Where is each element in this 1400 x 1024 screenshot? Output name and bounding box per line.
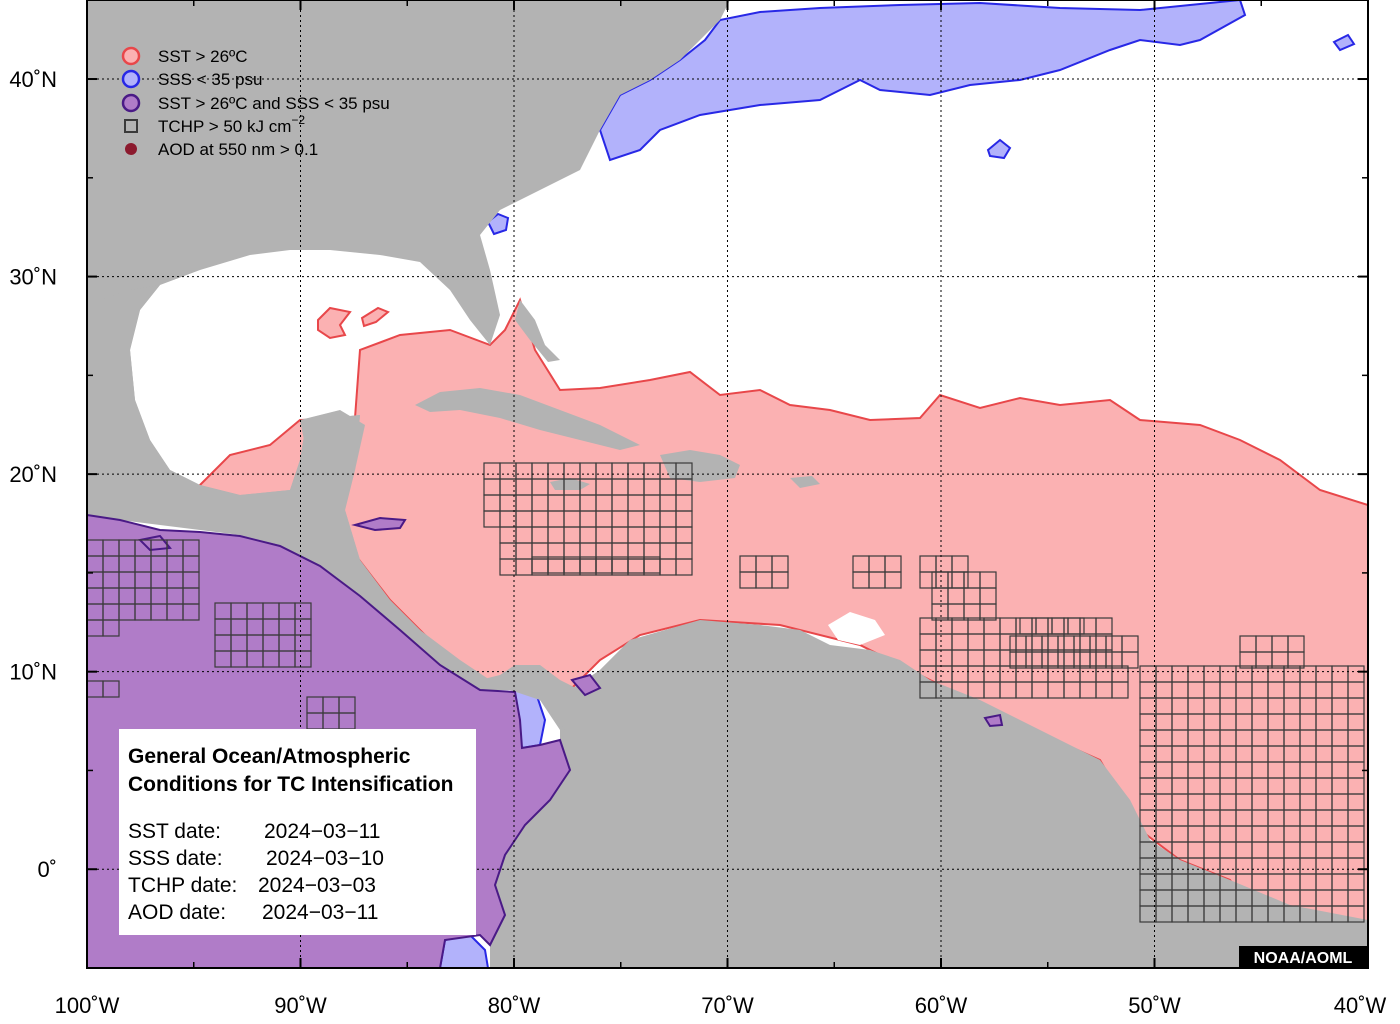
land-hispaniola: [660, 450, 740, 482]
land-puerto-rico: [790, 476, 820, 488]
info-box-title-line2: Conditions for TC Intensification: [128, 773, 453, 796]
tchp-cell: [182, 603, 200, 621]
legend: SST > 26ºC SSS < 35 psu SST > 26ºC and S…: [121, 46, 390, 159]
tchp-cell: [643, 556, 661, 574]
legend-label-tchp: TCHP > 50 kJ cm−2: [158, 113, 305, 136]
legend-symbol-both: [121, 93, 141, 113]
sst-date-label: SST date:: [128, 820, 221, 843]
both-patch-colombia: [570, 673, 602, 697]
land-bahamas: [515, 300, 560, 362]
tchp-cell: [771, 571, 789, 589]
y-tick-label: 20˚N: [9, 462, 57, 487]
legend-symbol-sss: [121, 69, 141, 89]
both-patch-belize: [351, 516, 407, 532]
legend-label-both: SST > 26ºC and SSS < 35 psu: [158, 94, 390, 113]
credit-text: NOAA/AOML: [1254, 950, 1353, 967]
aod-date-value: 2024−03−11: [262, 901, 378, 924]
land-central-america: [87, 285, 515, 690]
info-box-title-line1: General Ocean/Atmospheric: [128, 745, 411, 768]
x-tick-label: 100˚W: [55, 993, 120, 1018]
graticule: [87, 0, 1368, 968]
tchp-cell: [294, 650, 312, 668]
sss-date-value: 2024−03−10: [266, 847, 384, 870]
credit-background: [1239, 946, 1367, 968]
axes: 100˚W 90˚W 80˚W 70˚W 60˚W 50˚W 40˚W 40˚N 30˚N 20˚…: [9, 0, 1387, 1018]
y-tick-label: 10˚N: [9, 660, 57, 685]
sss-patch-east: [986, 138, 1012, 160]
tchp-cell: [1287, 651, 1305, 669]
legend-symbol-sst: [121, 46, 141, 66]
x-tick-label: 70˚W: [701, 993, 754, 1018]
sst-date-value: 2024−03−11: [264, 820, 380, 843]
sss-fresh-region: [598, 0, 1247, 162]
legend-label-sst: SST > 26ºC: [158, 47, 248, 66]
x-tick-label: 40˚W: [1334, 993, 1387, 1018]
sst-gulf-patch-2: [360, 306, 390, 328]
sss-patch-carolina: [486, 212, 510, 236]
y-tick-label: 30˚N: [9, 265, 57, 290]
tchp-date-label: TCHP date:: [128, 874, 237, 897]
x-tick-label: 50˚W: [1128, 993, 1181, 1018]
sst-gulf-patch: [317, 306, 352, 340]
tchp-cell: [1121, 651, 1139, 669]
legend-symbol-aod: [125, 143, 137, 155]
info-box-background: [119, 729, 476, 935]
y-tick-label: 0˚: [37, 857, 57, 882]
tchp-cell: [1111, 681, 1129, 699]
x-tick-label: 80˚W: [488, 993, 541, 1018]
tchp-cell: [1347, 905, 1365, 923]
land-north-america: [87, 0, 1368, 968]
sss-patch-far-east: [1332, 33, 1356, 52]
legend-label-tchp-text: TCHP > 50 kJ cm: [158, 117, 291, 136]
sst-gap: [828, 612, 885, 645]
aod-date-label: AOD date:: [128, 901, 226, 924]
tchp-cell: [102, 680, 120, 698]
legend-symbol-tchp: [124, 119, 138, 133]
y-tick-label: 40˚N: [9, 67, 57, 92]
x-tick-label: 60˚W: [915, 993, 968, 1018]
land-south-america: [490, 622, 1368, 968]
tchp-cell: [102, 619, 120, 637]
tchp-cell: [979, 603, 997, 621]
tchp-cell: [884, 571, 902, 589]
land-cuba: [415, 388, 640, 450]
tchp-cell: [675, 558, 693, 576]
info-box: General Ocean/Atmospheric Conditions for…: [119, 729, 476, 935]
legend-label-sss: SSS < 35 psu: [158, 70, 262, 89]
tchp-cell: [1067, 617, 1085, 635]
legend-label-tchp-sup: −2: [291, 113, 305, 127]
land-yucatan-cuba-gap: [300, 410, 365, 470]
credit-badge: NOAA/AOML: [1239, 946, 1367, 968]
legend-label-aod: AOD at 550 nm > 0.1: [158, 140, 318, 159]
tchp-grid-layer: [87, 462, 1365, 923]
sss-date-label: SSS date:: [128, 847, 223, 870]
sst-warm-region: [198, 297, 1368, 968]
tchp-date-value: 2024−03−03: [258, 874, 376, 897]
x-tick-label: 90˚W: [274, 993, 327, 1018]
both-patch-guiana: [983, 713, 1004, 728]
